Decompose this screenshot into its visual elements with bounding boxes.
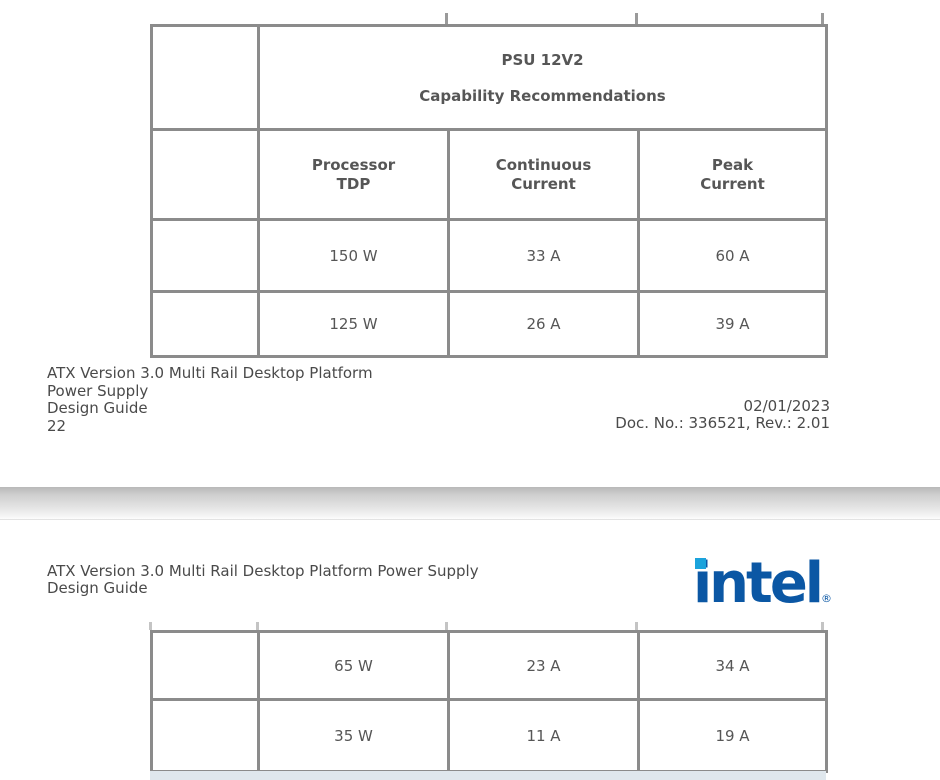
- cell-peak-current: 60 A: [636, 218, 829, 293]
- row-highlight-strip: [150, 771, 826, 780]
- table-continuation-stub: [821, 622, 824, 630]
- table-row: 35 W 11 A 19 A: [150, 698, 828, 773]
- empty-cell: [150, 24, 260, 131]
- cell-continuous-current: 33 A: [447, 218, 640, 293]
- cell-continuous-current: 11 A: [447, 698, 640, 773]
- table-continuation-stub: [635, 13, 638, 25]
- table-continuation-stub: [256, 622, 259, 630]
- header-doc-title-line1: ATX Version 3.0 Multi Rail Desktop Platf…: [47, 562, 479, 580]
- cell-tdp: 65 W: [257, 630, 450, 701]
- footer-page-number: 22: [47, 416, 67, 435]
- table-title-cell: PSU 12V2 Capability Recommendations: [256, 24, 829, 131]
- empty-cell: [150, 290, 260, 358]
- empty-cell: [150, 630, 260, 701]
- table-continuation-stub: [149, 622, 152, 630]
- table-continuation-stub: [445, 13, 448, 25]
- intel-logo-wordmark: intel ®: [692, 551, 832, 616]
- table-header-row: Processor TDP Continuous Current Peak Cu…: [150, 128, 829, 221]
- cell-peak-current: 39 A: [636, 290, 829, 358]
- footer-doc-title-line1: ATX Version 3.0 Multi Rail Desktop Platf…: [47, 364, 373, 382]
- intel-logo: intel ®: [693, 556, 832, 612]
- page1-footer-left: ATX Version 3.0 Multi Rail Desktop Platf…: [47, 364, 373, 435]
- footer-doc-title-line2: Power Supply: [47, 381, 149, 400]
- cell-peak-current: 19 A: [637, 698, 828, 773]
- table-row: 150 W 33 A 60 A: [150, 218, 829, 293]
- col-header-processor-tdp: Processor TDP: [257, 128, 450, 221]
- page-gap-shadow: [0, 487, 940, 520]
- empty-cell: [150, 698, 260, 773]
- table-row: 125 W 26 A 39 A: [150, 290, 829, 358]
- footer-doc-number: Doc. No.: 336521, Rev.: 2.01: [615, 414, 830, 432]
- cell-continuous-current: 26 A: [447, 290, 640, 358]
- table-row: PSU 12V2 Capability Recommendations: [150, 24, 829, 131]
- col-header-peak-current: Peak Current: [636, 128, 829, 221]
- cell-tdp: 35 W: [257, 698, 450, 773]
- psu-capability-table-page2: 65 W 23 A 34 A 35 W 11 A 19 A: [150, 630, 828, 773]
- empty-cell: [150, 218, 260, 293]
- cell-tdp: 125 W: [257, 290, 450, 358]
- footer-doc-title-line3: Design Guide: [47, 399, 148, 417]
- page2-header-left: ATX Version 3.0 Multi Rail Desktop Platf…: [47, 563, 479, 597]
- table-continuation-stub: [445, 622, 448, 630]
- table-continuation-stub: [635, 622, 638, 630]
- psu-capability-table-page1: PSU 12V2 Capability Recommendations Proc…: [150, 24, 829, 358]
- table-title-line1: PSU 12V2: [501, 50, 584, 69]
- footer-date: 02/01/2023: [743, 397, 830, 415]
- table-row: 65 W 23 A 34 A: [150, 630, 828, 701]
- empty-cell: [150, 128, 260, 221]
- cell-tdp: 150 W: [257, 218, 450, 293]
- table-title-line2: Capability Recommendations: [419, 86, 666, 105]
- header-doc-title-line2: Design Guide: [47, 579, 148, 597]
- cell-peak-current: 34 A: [637, 630, 828, 701]
- registered-trademark-symbol: ®: [821, 592, 832, 605]
- intel-logo-dot-icon: [694, 558, 706, 569]
- cell-continuous-current: 23 A: [447, 630, 640, 701]
- table-continuation-stub: [821, 13, 824, 25]
- page1-footer-right: 02/01/2023 Doc. No.: 336521, Rev.: 2.01: [615, 398, 830, 432]
- col-header-continuous-current: Continuous Current: [447, 128, 640, 221]
